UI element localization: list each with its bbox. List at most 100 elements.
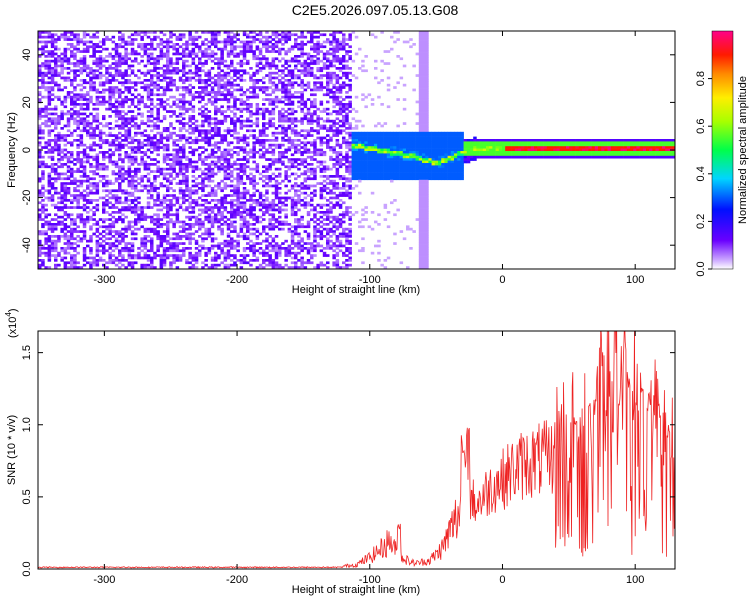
spectrogram-cell xyxy=(82,189,87,193)
spectrogram-cell xyxy=(60,115,64,118)
spectrogram-cell xyxy=(185,179,189,183)
spectrogram-cell xyxy=(159,98,164,101)
spectrogram-cell xyxy=(82,47,87,51)
spectrogram-cell xyxy=(290,74,295,77)
spectrogram-cell xyxy=(82,179,87,183)
spectrogram-cell xyxy=(38,69,42,73)
spectrogram-cell xyxy=(303,179,308,183)
spectrogram-cell xyxy=(130,184,135,188)
spectrogram-cell xyxy=(297,194,301,197)
spectrogram-cell xyxy=(207,45,212,49)
spectrogram-cell xyxy=(153,254,157,257)
spectrogram-cell xyxy=(159,199,164,202)
spectrogram-cell xyxy=(329,43,333,46)
spectrogram-cell xyxy=(207,213,212,217)
spectrogram-cell xyxy=(262,115,266,118)
spectrogram-cell xyxy=(156,107,160,111)
spectrogram-cell xyxy=(159,93,164,97)
spectrogram-cell xyxy=(230,213,234,217)
spectrogram-cell xyxy=(329,124,333,128)
spectrogram-cell xyxy=(175,57,180,61)
spectrogram-cell xyxy=(271,64,276,68)
spectrogram-cell xyxy=(143,79,148,82)
spectrogram-cell xyxy=(82,232,87,236)
spectrogram-cell xyxy=(153,230,157,233)
spectrogram-cell xyxy=(294,124,298,128)
spectrogram-cell xyxy=(239,74,244,77)
spectrogram-cell xyxy=(159,43,164,46)
spectrogram-cell xyxy=(166,167,170,171)
spectrogram-cell xyxy=(54,263,58,267)
spectrogram-cell xyxy=(63,184,68,188)
spectrogram-cell xyxy=(271,249,276,253)
spectrogram-cell xyxy=(111,110,116,113)
spectrogram-cell xyxy=(268,110,272,113)
spectrogram-cell xyxy=(92,52,96,56)
spectrogram-cell xyxy=(159,103,164,106)
spectrogram-cell xyxy=(98,55,103,58)
spectrogram-cell xyxy=(156,175,160,178)
spectrogram-cell xyxy=(86,261,90,265)
spectrogram-cell xyxy=(239,266,244,269)
spectrogram-cell xyxy=(278,50,282,53)
spectrogram-cell xyxy=(223,194,228,197)
spectrogram-cell xyxy=(92,55,96,58)
spectrogram-cell xyxy=(105,59,109,63)
spectrogram-cell xyxy=(310,119,314,123)
spectrogram-cell xyxy=(146,263,151,267)
spectrogram-cell xyxy=(300,203,304,207)
spectrogram-cell xyxy=(316,242,320,245)
spectrogram-cell xyxy=(108,143,112,147)
spectrogram-cell xyxy=(108,95,112,99)
spectrogram-cell xyxy=(300,249,304,253)
spectrogram-cell xyxy=(134,52,138,56)
spectrogram-cell xyxy=(230,223,234,226)
spectrogram-cell xyxy=(98,100,103,104)
spectrogram-cell xyxy=(258,86,263,89)
spectrogram-cell xyxy=(201,105,205,109)
spectrogram-cell xyxy=(233,129,237,133)
spectrogram-cell xyxy=(105,38,109,41)
spectrogram-cell xyxy=(214,266,218,269)
spectrogram-cell xyxy=(102,95,106,99)
spectrogram-cell xyxy=(134,151,138,154)
spectrogram-cell xyxy=(226,244,231,248)
spectrogram-cell xyxy=(329,91,333,94)
spectrogram-cell xyxy=(89,112,93,116)
spectrogram-cell xyxy=(258,208,263,212)
spectrogram-cell xyxy=(175,244,180,248)
spectrogram-cell xyxy=(150,256,154,260)
spectrogram-cell xyxy=(121,175,125,178)
spectrogram-cell xyxy=(57,201,61,205)
spectrogram-cell xyxy=(191,43,196,46)
spectrogram-cell xyxy=(98,139,103,142)
spectrogram-cell xyxy=(262,91,266,94)
spectrogram-cell xyxy=(150,184,154,188)
spectrogram-cell xyxy=(310,100,314,104)
spectrogram-cell xyxy=(313,232,317,236)
spectrogram-cell xyxy=(111,259,116,262)
spectrogram-cell xyxy=(89,191,93,195)
spectrogram-cell xyxy=(294,45,298,49)
spectrogram-cell xyxy=(146,59,151,63)
spectrogram-cell xyxy=(44,232,48,236)
spectrogram-cell xyxy=(236,239,240,243)
spectrogram-cell xyxy=(249,203,253,207)
spectrogram-cell xyxy=(76,103,80,106)
spectrogram-cell xyxy=(258,201,263,205)
spectrogram-cell xyxy=(47,148,52,152)
spectrogram-cell xyxy=(114,146,119,149)
spectrogram-cell xyxy=(204,38,208,41)
figure-title: C2E5.2026.097.05.13.G08 xyxy=(292,2,459,18)
spectrogram-cell xyxy=(310,141,314,145)
spectrogram-cell xyxy=(41,203,45,207)
spectrogram-cell xyxy=(220,203,224,207)
spectrogram-cell xyxy=(255,189,260,193)
spectrogram-cell xyxy=(294,165,298,169)
spectrogram-cell xyxy=(153,184,157,188)
spectrogram-cell xyxy=(114,256,119,260)
spectrogram-cell xyxy=(214,194,218,197)
spectrogram-cell xyxy=(201,247,205,250)
spectrogram-cell xyxy=(310,62,314,65)
spectrogram-cell xyxy=(175,59,180,63)
